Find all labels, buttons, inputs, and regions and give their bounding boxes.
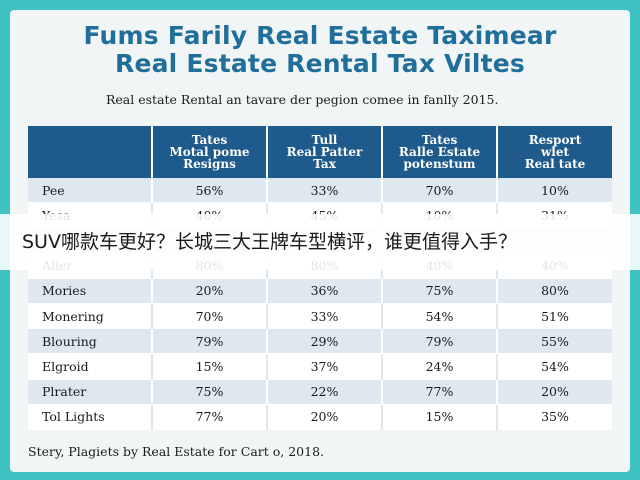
value-cell: 35% xyxy=(496,404,612,430)
row-label-cell: Plrater xyxy=(28,379,152,405)
row-label-cell: Monering xyxy=(28,303,152,330)
caption-banner-text: SUV哪款车更好？长城三大王牌车型横评，谁更值得入手？ xyxy=(22,231,517,253)
subtitle: Real estate Rental an tavare der pegion … xyxy=(106,92,499,107)
value-cell: 20% xyxy=(151,278,267,304)
value-cell: 56% xyxy=(151,178,267,204)
value-cell: 51% xyxy=(496,303,612,330)
value-cell: 15% xyxy=(381,404,497,430)
value-cell: 10% xyxy=(496,178,612,204)
table-header-cell: Tates Ralle Estate potenstum xyxy=(381,126,497,178)
value-cell: 75% xyxy=(381,278,497,304)
value-cell: 20% xyxy=(496,379,612,405)
title-line-2: Real Estate Rental Tax Viltes xyxy=(115,49,525,78)
value-cell: 77% xyxy=(151,404,267,430)
row-label-cell: Blouring xyxy=(28,328,152,355)
table-row: Blouring 79% 29% 79% 55% xyxy=(28,328,612,355)
value-cell: 54% xyxy=(496,353,612,380)
table-row: Tol Lights 77% 20% 15% 35% xyxy=(28,404,612,430)
table-row: Plrater 75% 22% 77% 20% xyxy=(28,379,612,405)
row-label-cell: Pee xyxy=(28,178,152,204)
value-cell: 22% xyxy=(266,379,382,405)
table-row: Elgroid 15% 37% 24% 54% xyxy=(28,353,612,380)
caption-banner xyxy=(0,214,640,270)
value-cell: 54% xyxy=(381,303,497,330)
value-cell: 70% xyxy=(381,178,497,204)
source-footnote: Stery, Plagiets by Real Estate for Cart … xyxy=(28,444,325,459)
value-cell: 33% xyxy=(266,303,382,330)
value-cell: 37% xyxy=(266,353,382,380)
value-cell: 36% xyxy=(266,278,382,304)
row-label-cell: Mories xyxy=(28,278,152,304)
value-cell: 79% xyxy=(151,328,267,355)
tax-rate-table: Tates Motal pome Resigns Tull Real Patter Ta… xyxy=(28,126,612,430)
table-row: Pee 56% 33% 70% 10% xyxy=(28,178,612,204)
table-header-cell: Tates Motal pome Resigns xyxy=(151,126,267,178)
value-cell: 77% xyxy=(381,379,497,405)
table-header-cell: Resport wlet Real tate xyxy=(496,126,612,178)
value-cell: 20% xyxy=(266,404,382,430)
value-cell: 70% xyxy=(151,303,267,330)
value-cell: 80% xyxy=(496,278,612,304)
table-row: Mories 20% 36% 75% 80% xyxy=(28,278,612,304)
value-cell: 55% xyxy=(496,328,612,355)
row-label-cell: Tol Lights xyxy=(28,404,152,430)
value-cell: 75% xyxy=(151,379,267,405)
table-header-cell: Tull Real Patter Tax xyxy=(266,126,382,178)
table-header-row: Tates Motal pome Resigns Tull Real Patter Ta… xyxy=(28,126,612,178)
value-cell: 29% xyxy=(266,328,382,355)
value-cell: 79% xyxy=(381,328,497,355)
value-cell: 15% xyxy=(151,353,267,380)
title-line-1: Fums Farily Real Estate Taximear xyxy=(83,21,557,50)
table-header-cell xyxy=(28,126,152,178)
table-row: Monering 70% 33% 54% 51% xyxy=(28,303,612,330)
value-cell: 24% xyxy=(381,353,497,380)
row-label-cell: Elgroid xyxy=(28,353,152,380)
value-cell: 33% xyxy=(266,178,382,204)
